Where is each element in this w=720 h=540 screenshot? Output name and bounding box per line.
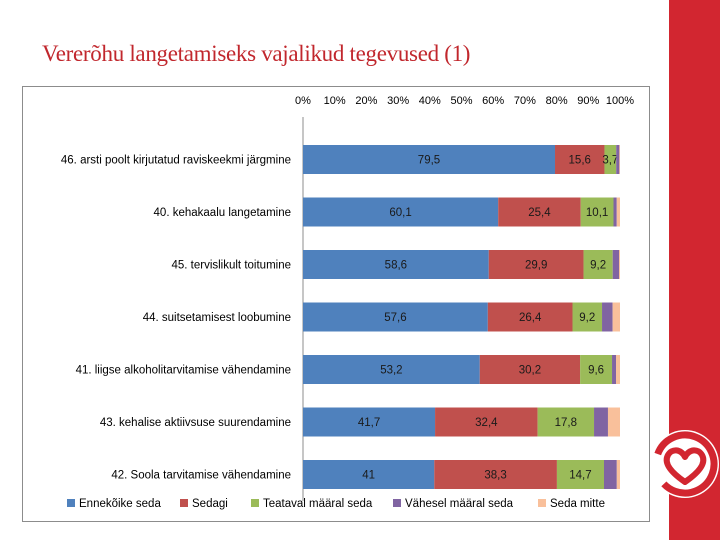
category-label: 46. arsti poolt kirjutatud raviskeekmi j…	[61, 155, 291, 167]
legend-swatch	[180, 499, 188, 507]
data-label: 30,2	[519, 365, 541, 377]
category-label: 41. liigse alkoholitarvitamise vähendami…	[76, 365, 291, 377]
data-label: 9,6	[588, 365, 604, 377]
bar-segment	[612, 250, 620, 279]
heart-logo-icon	[651, 430, 719, 498]
bar-segment	[616, 355, 620, 384]
bar-segment	[556, 460, 604, 489]
data-label: 29,9	[525, 260, 547, 272]
data-label: 57,6	[384, 312, 406, 324]
slide-title: Vererõhu langetamiseks vajalikud tegevus…	[42, 41, 471, 66]
data-label: 53,2	[380, 365, 402, 377]
data-label: 17,8	[555, 417, 577, 429]
bar-segment	[602, 302, 613, 332]
bar-segment	[619, 145, 620, 174]
bar-segment	[303, 355, 480, 384]
bar-segment	[583, 250, 613, 279]
legend-label: Teataval määral seda	[263, 498, 373, 510]
x-tick-label: 80%	[546, 95, 568, 107]
legend-label: Seda mitte	[550, 498, 605, 510]
x-tick-label: 10%	[324, 95, 346, 107]
legend-swatch	[67, 499, 75, 507]
bar-segment	[303, 302, 488, 332]
x-tick-label: 70%	[514, 95, 536, 107]
data-label: 79,5	[418, 155, 440, 167]
bar-segment	[580, 197, 614, 227]
bar-segment	[303, 197, 499, 227]
data-label: 41,7	[358, 417, 380, 429]
chart-frame: 0% 10% 20% 30% 40% 50% 60% 70% 80% 90% 100% 46. ars…	[22, 86, 650, 522]
legend-label: Ennekõike seda	[79, 498, 161, 510]
bar-segment	[612, 302, 620, 332]
legend-label: Sedagi	[192, 498, 228, 510]
bar-segment	[303, 460, 435, 489]
bar-segment	[435, 407, 538, 437]
data-label: 32,4	[475, 417, 498, 429]
data-label: 9,2	[579, 312, 595, 324]
data-label: 3,7	[602, 155, 618, 167]
x-tick-label: 100%	[606, 95, 634, 107]
bar-segment	[594, 407, 608, 437]
x-tick-label: 30%	[387, 95, 409, 107]
bar-segment	[488, 250, 584, 279]
data-label: 41	[362, 470, 375, 482]
bar-segment	[498, 197, 581, 227]
bar-segment	[616, 460, 620, 489]
bar-segment	[434, 460, 557, 489]
data-label: 15,6	[569, 155, 591, 167]
bar-segment	[572, 302, 603, 332]
bar-segment	[616, 145, 620, 174]
bar-segment	[616, 197, 620, 227]
data-label: 25,4	[528, 207, 551, 219]
bar-segment	[537, 407, 595, 437]
bar-segment	[487, 302, 573, 332]
bar-segment	[303, 250, 489, 279]
category-label: 40. kehakaalu langetamine	[154, 207, 291, 219]
bar-segment	[619, 250, 620, 279]
bar-segment	[580, 355, 613, 384]
data-label: 58,6	[385, 260, 407, 272]
bar-segment	[613, 197, 617, 227]
legend-swatch	[393, 499, 401, 507]
bar-segment	[604, 145, 617, 174]
data-label: 14,7	[569, 470, 591, 482]
x-tick-label: 50%	[450, 95, 472, 107]
logo-background	[651, 430, 719, 498]
data-label: 38,3	[484, 470, 506, 482]
x-tick-label: 90%	[577, 95, 599, 107]
data-label: 26,4	[519, 312, 542, 324]
legend-swatch	[251, 499, 259, 507]
legend-swatch	[538, 499, 546, 507]
x-tick-label: 0%	[295, 95, 311, 107]
logo-heart	[663, 447, 707, 485]
stacked-bar-chart: 0% 10% 20% 30% 40% 50% 60% 70% 80% 90% 100% 46. ars…	[61, 95, 634, 510]
data-label: 60,1	[389, 207, 411, 219]
category-label: 44. suitsetamisest loobumine	[143, 312, 291, 324]
x-tick-label: 60%	[482, 95, 504, 107]
category-label: 43. kehalise aktiivsuse suurendamine	[100, 417, 291, 429]
category-label: 45. tervislikult toitumine	[171, 260, 291, 272]
bar-segment	[603, 460, 617, 489]
bar-segment	[607, 407, 620, 437]
bar-segment	[555, 145, 605, 174]
x-tick-label: 20%	[355, 95, 377, 107]
data-label: 9,2	[590, 260, 606, 272]
legend-label: Vähesel määral seda	[405, 498, 514, 510]
bar-segment	[479, 355, 581, 384]
bar-segment	[303, 145, 556, 174]
bar-segment	[303, 407, 436, 437]
category-label: 42. Soola tarvitamise vähendamine	[111, 470, 291, 482]
data-label: 10,1	[586, 207, 608, 219]
x-tick-label: 40%	[419, 95, 441, 107]
bar-segment	[612, 355, 617, 384]
